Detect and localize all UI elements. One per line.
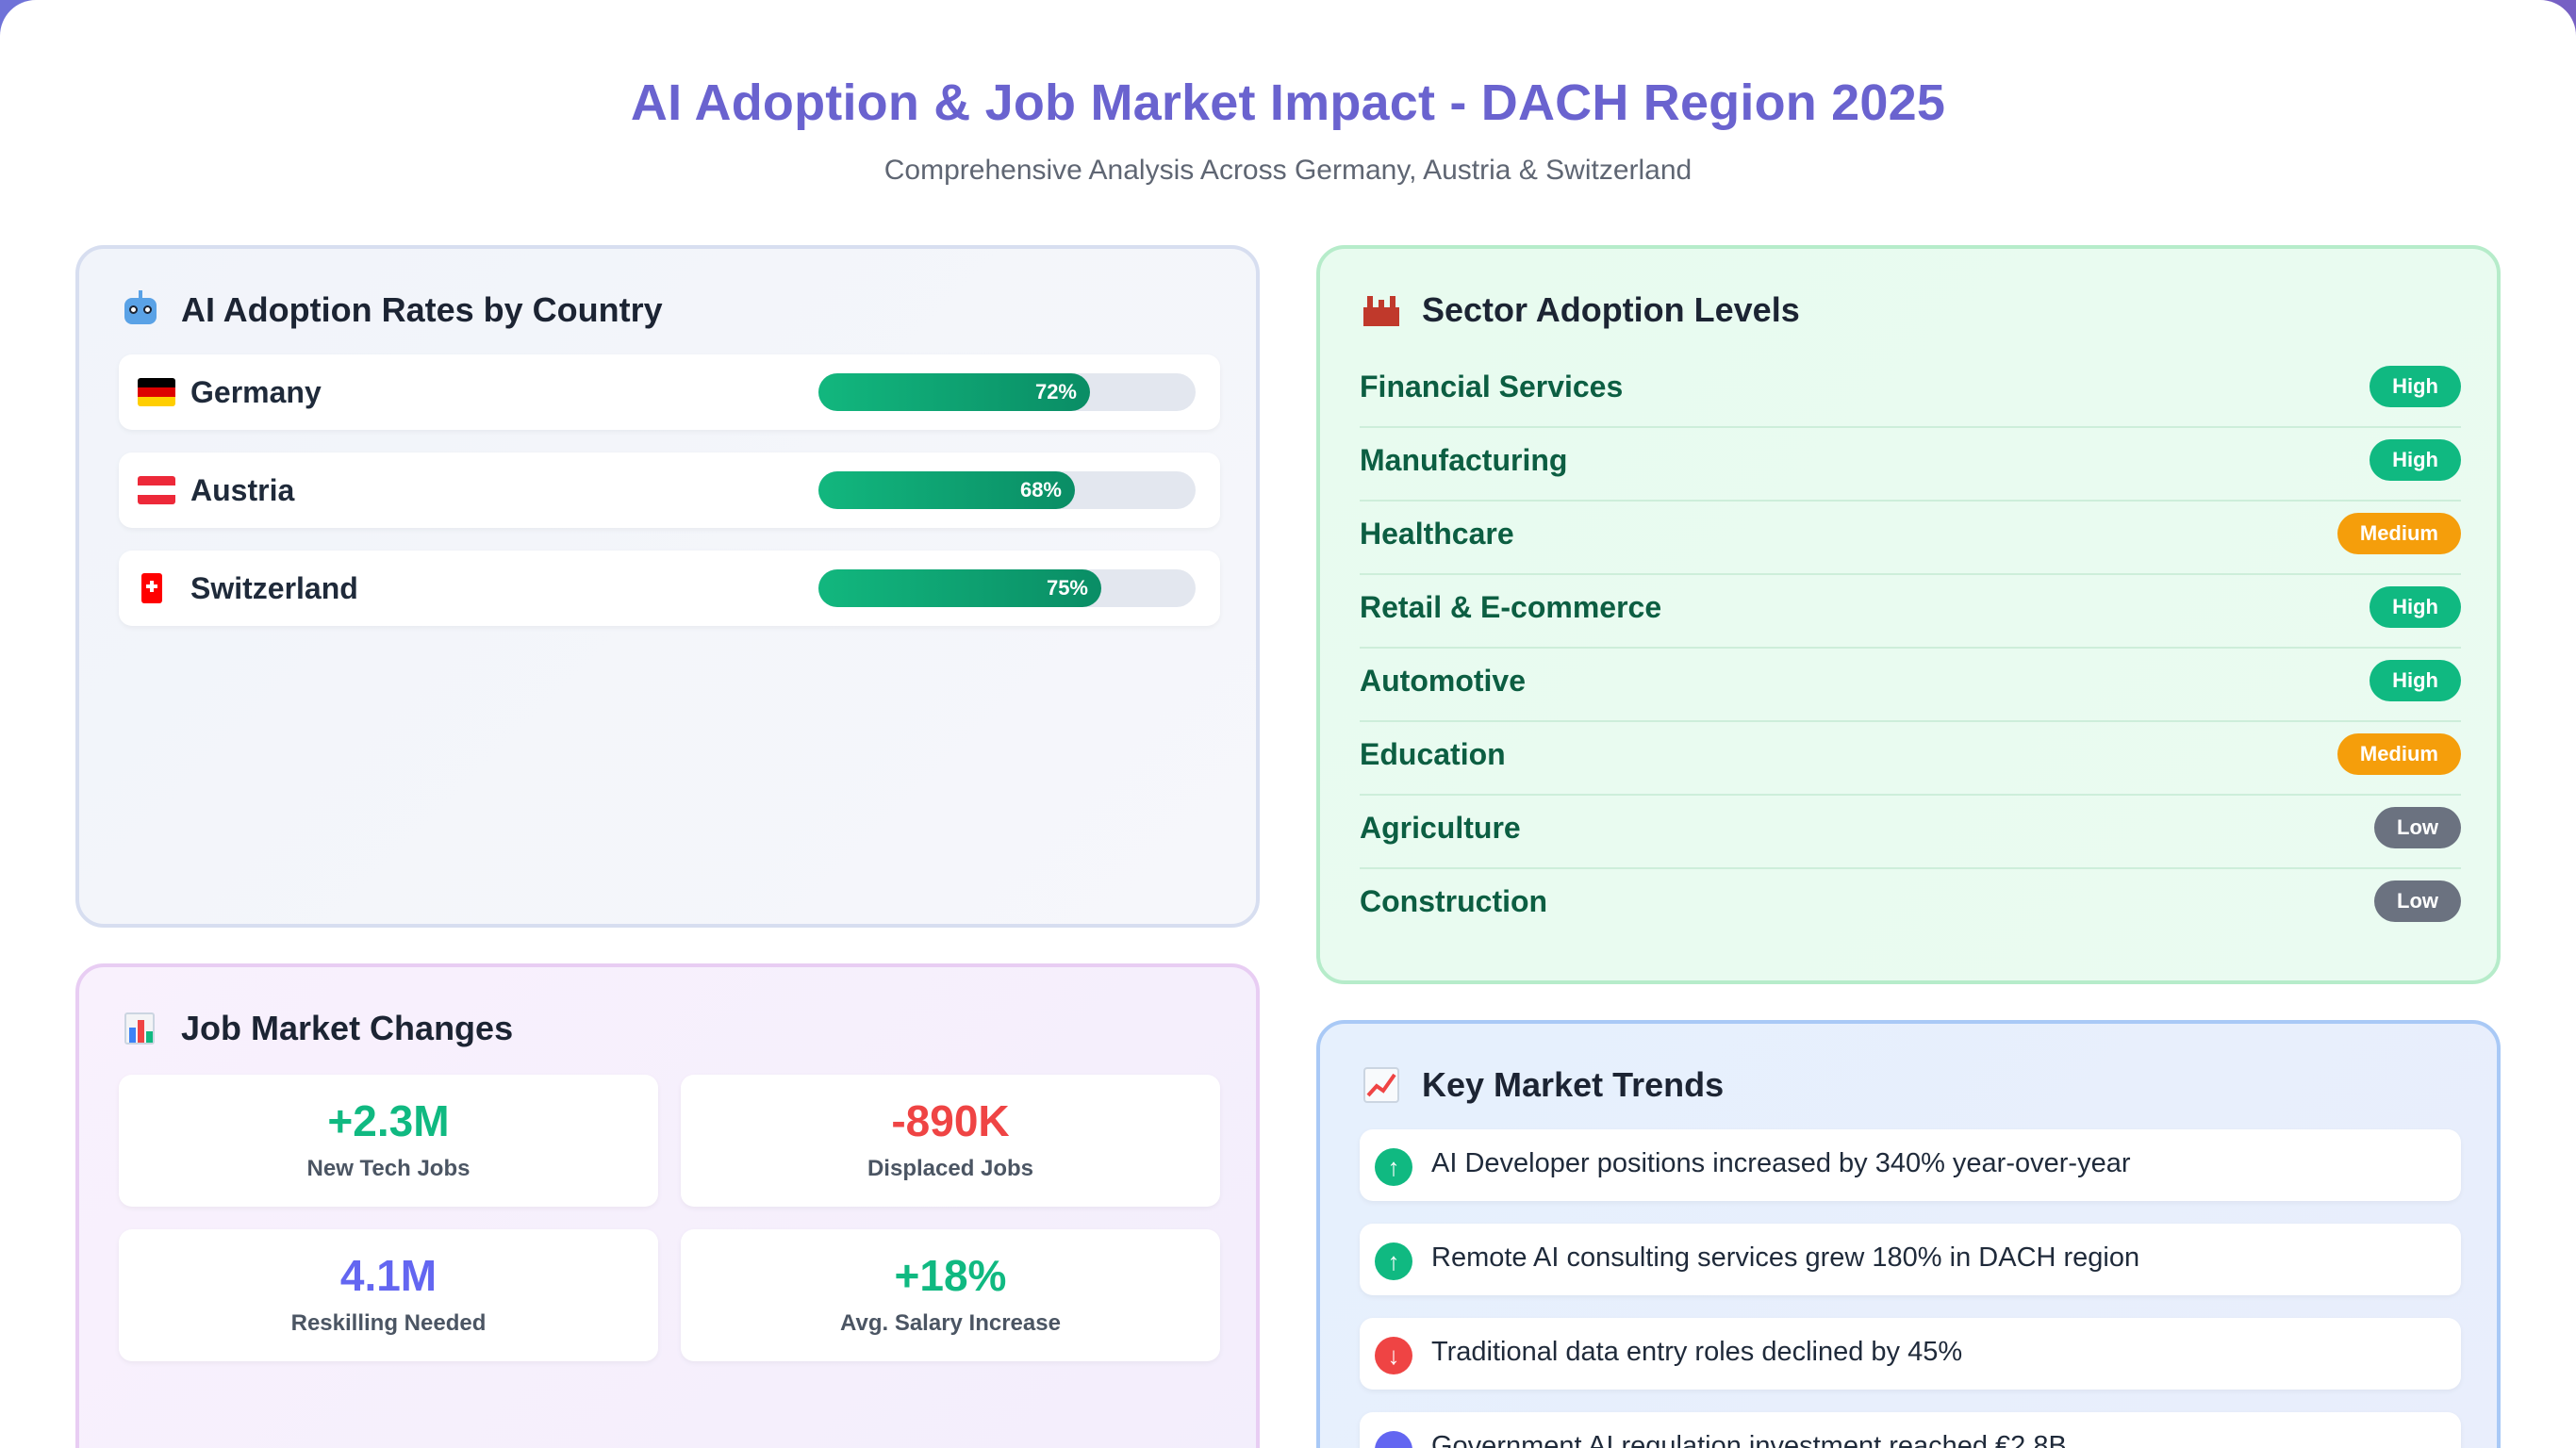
sector-level-badge: Medium xyxy=(2337,513,2461,554)
trends-card: Key Market Trends ↑ AI Developer position… xyxy=(1316,1020,2501,1448)
stat-value: -890K xyxy=(891,1096,1010,1145)
trend-text: Traditional data entry roles declined by… xyxy=(1431,1337,1963,1367)
adoption-bar-track: 75% xyxy=(818,569,1196,607)
page-title: AI Adoption & Job Market Impact - DACH R… xyxy=(630,74,1946,131)
sector-row: Agriculture Low xyxy=(1360,796,2461,869)
trend-item: ↓ Traditional data entry roles declined b… xyxy=(1360,1318,2461,1390)
sector-row: Healthcare Medium xyxy=(1360,502,2461,575)
sector-row: Retail & E-commerce High xyxy=(1360,575,2461,649)
factory-icon xyxy=(1362,290,1401,330)
adoption-bar-label: 72% xyxy=(1034,380,1077,403)
page-header: AI Adoption & Job Market Impact - DACH R… xyxy=(0,74,2576,187)
sector-name: Education xyxy=(1360,737,1506,771)
page-subtitle: Comprehensive Analysis Across Germany, A… xyxy=(883,155,1693,186)
sector-level-badge: High xyxy=(2370,439,2461,481)
adoption-bar-fill: 72% xyxy=(818,373,1090,411)
sector-name: Retail & E-commerce xyxy=(1360,590,1662,624)
adoption-bar-fill: 68% xyxy=(818,471,1075,509)
country-name: Austria xyxy=(190,473,295,507)
sector-row: Automotive High xyxy=(1360,649,2461,722)
trends-card-header: Key Market Trends xyxy=(1362,1065,1724,1105)
sector-level-badge: Low xyxy=(2374,807,2461,848)
sector-level-badge: Low xyxy=(2374,880,2461,922)
trend-up-icon xyxy=(1362,1065,1401,1105)
adoption-card-title: AI Adoption Rates by Country xyxy=(181,290,663,329)
country-row-switzerland: Switzerland 75% xyxy=(119,551,1220,626)
bar-chart-icon xyxy=(121,1009,160,1048)
stat-value: +18% xyxy=(894,1251,1007,1300)
stat-label: Reskilling Needed xyxy=(290,1310,487,1336)
adoption-bar-track: 68% xyxy=(818,471,1196,509)
sector-level-badge: High xyxy=(2370,366,2461,407)
sector-row: Manufacturing High xyxy=(1360,428,2461,502)
trend-text: Government AI regulation investment reac… xyxy=(1431,1431,2067,1448)
adoption-bar-label: 68% xyxy=(1019,478,1062,502)
sectors-card-header: Sector Adoption Levels xyxy=(1362,290,1800,330)
arrow-up-icon: ↑ xyxy=(1375,1148,1412,1186)
adoption-bar-fill: 75% xyxy=(818,569,1101,607)
trend-item: ↑ AI Developer positions increased by 340… xyxy=(1360,1129,2461,1201)
sector-level-badge: High xyxy=(2370,660,2461,701)
stat-reskilling-needed: 4.1M Reskilling Needed xyxy=(119,1229,658,1361)
sector-level-badge: High xyxy=(2370,586,2461,628)
sectors-card: Sector Adoption Levels Financial Service… xyxy=(1316,245,2501,984)
robot-icon xyxy=(121,290,160,330)
stat-value: +2.3M xyxy=(327,1096,450,1145)
trend-text: Remote AI consulting services grew 180% … xyxy=(1431,1242,2140,1273)
trend-item: ↑ Remote AI consulting services grew 180%… xyxy=(1360,1224,2461,1295)
sectors-card-title: Sector Adoption Levels xyxy=(1422,290,1800,329)
sector-level-badge: Medium xyxy=(2337,733,2461,775)
stat-label: New Tech Jobs xyxy=(306,1156,471,1181)
job-market-card-header: Job Market Changes xyxy=(121,1009,513,1048)
country-row-germany: Germany 72% xyxy=(119,354,1220,430)
stat-label: Displaced Jobs xyxy=(867,1156,1034,1181)
sector-row: Financial Services High xyxy=(1360,354,2461,428)
arrow-right-icon: → xyxy=(1375,1431,1412,1448)
stat-new-tech-jobs: +2.3M New Tech Jobs xyxy=(119,1075,658,1207)
sector-name: Manufacturing xyxy=(1360,443,1568,477)
switzerland-flag-icon xyxy=(141,573,162,603)
job-market-card: Job Market Changes +2.3M New Tech Jobs -… xyxy=(75,963,1260,1448)
arrow-up-icon: ↑ xyxy=(1375,1242,1412,1280)
arrow-down-icon: ↓ xyxy=(1375,1337,1412,1374)
sector-name: Automotive xyxy=(1360,664,1526,698)
sector-name: Agriculture xyxy=(1360,811,1521,845)
stat-label: Avg. Salary Increase xyxy=(840,1310,1061,1336)
stat-salary-increase: +18% Avg. Salary Increase xyxy=(681,1229,1220,1361)
country-name: Switzerland xyxy=(190,571,358,605)
adoption-bar-track: 72% xyxy=(818,373,1196,411)
austria-flag-icon xyxy=(138,476,175,504)
adoption-card-header: AI Adoption Rates by Country xyxy=(121,290,663,330)
trends-card-title: Key Market Trends xyxy=(1422,1065,1725,1104)
country-name: Germany xyxy=(190,375,322,409)
germany-flag-icon xyxy=(138,378,175,406)
adoption-card: AI Adoption Rates by Country Germany 72%… xyxy=(75,245,1260,928)
sector-name: Construction xyxy=(1360,884,1548,918)
country-row-austria: Austria 68% xyxy=(119,452,1220,528)
trend-item: → Government AI regulation investment rea… xyxy=(1360,1412,2461,1448)
sector-name: Financial Services xyxy=(1360,370,1624,403)
stat-value: 4.1M xyxy=(339,1251,438,1300)
sector-row: Education Medium xyxy=(1360,722,2461,796)
sector-name: Healthcare xyxy=(1360,517,1514,551)
adoption-bar-label: 75% xyxy=(1046,576,1088,600)
stat-displaced-jobs: -890K Displaced Jobs xyxy=(681,1075,1220,1207)
job-market-card-title: Job Market Changes xyxy=(181,1009,514,1047)
sector-row: Construction Low xyxy=(1360,869,2461,943)
trend-text: AI Developer positions increased by 340%… xyxy=(1431,1148,2131,1178)
